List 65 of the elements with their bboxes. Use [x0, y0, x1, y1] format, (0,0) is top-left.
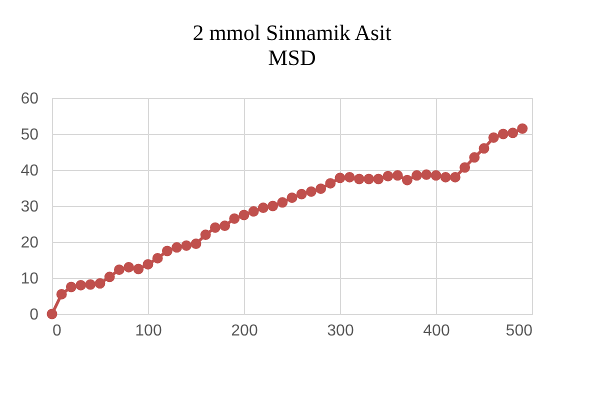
point — [306, 186, 316, 197]
point — [421, 169, 432, 180]
point — [364, 174, 374, 184]
point — [56, 288, 67, 300]
point — [296, 188, 307, 200]
point — [210, 222, 220, 233]
y-tick-label: 10 — [20, 270, 39, 288]
point — [258, 202, 268, 214]
point — [344, 172, 355, 182]
point — [382, 170, 394, 182]
point — [508, 128, 518, 138]
point — [430, 170, 442, 181]
x-tick-label: 200 — [231, 322, 258, 340]
point — [76, 280, 86, 290]
point — [412, 170, 422, 181]
point — [450, 172, 460, 182]
chart-title: 2 mmol Sinnamik Asit — [192, 20, 392, 45]
point — [354, 174, 364, 184]
point — [66, 282, 76, 292]
point — [316, 183, 326, 194]
x-tick-label: 300 — [327, 322, 354, 340]
x-tick-label: 500 — [506, 322, 533, 340]
point — [248, 206, 259, 217]
point — [124, 262, 134, 272]
point — [190, 238, 202, 250]
point — [238, 210, 250, 220]
point — [286, 192, 298, 203]
point — [152, 252, 163, 264]
y-tick-label: 20 — [20, 234, 39, 252]
point — [325, 178, 336, 189]
x-tick-label: 0 — [52, 322, 62, 340]
y-tick-label: 50 — [20, 126, 39, 144]
x-tick-label: 400 — [423, 322, 450, 340]
point — [133, 264, 144, 274]
point — [114, 264, 124, 275]
point — [334, 172, 346, 184]
chart-subtitle: MSD — [268, 45, 316, 70]
x-tick-label: 100 — [135, 322, 162, 340]
point — [498, 128, 508, 140]
point — [220, 220, 230, 232]
y-tick-label: 0 — [30, 306, 39, 324]
point — [373, 174, 384, 184]
point — [268, 200, 278, 212]
point — [478, 143, 490, 154]
point — [172, 242, 182, 253]
point — [181, 240, 192, 251]
point — [200, 230, 211, 240]
point — [469, 152, 480, 163]
point — [104, 272, 115, 282]
point — [392, 170, 403, 181]
point — [85, 279, 96, 290]
point — [229, 213, 240, 224]
point — [460, 162, 470, 173]
point — [46, 308, 58, 320]
point — [142, 259, 154, 270]
y-tick-label: 30 — [20, 198, 39, 216]
y-tick-label: 40 — [20, 162, 39, 180]
point — [488, 132, 499, 143]
point — [94, 278, 106, 289]
point — [402, 174, 412, 186]
y-tick-label: 60 — [20, 90, 39, 108]
point — [440, 172, 451, 182]
point — [162, 246, 172, 256]
point — [277, 197, 288, 208]
point — [517, 123, 528, 134]
